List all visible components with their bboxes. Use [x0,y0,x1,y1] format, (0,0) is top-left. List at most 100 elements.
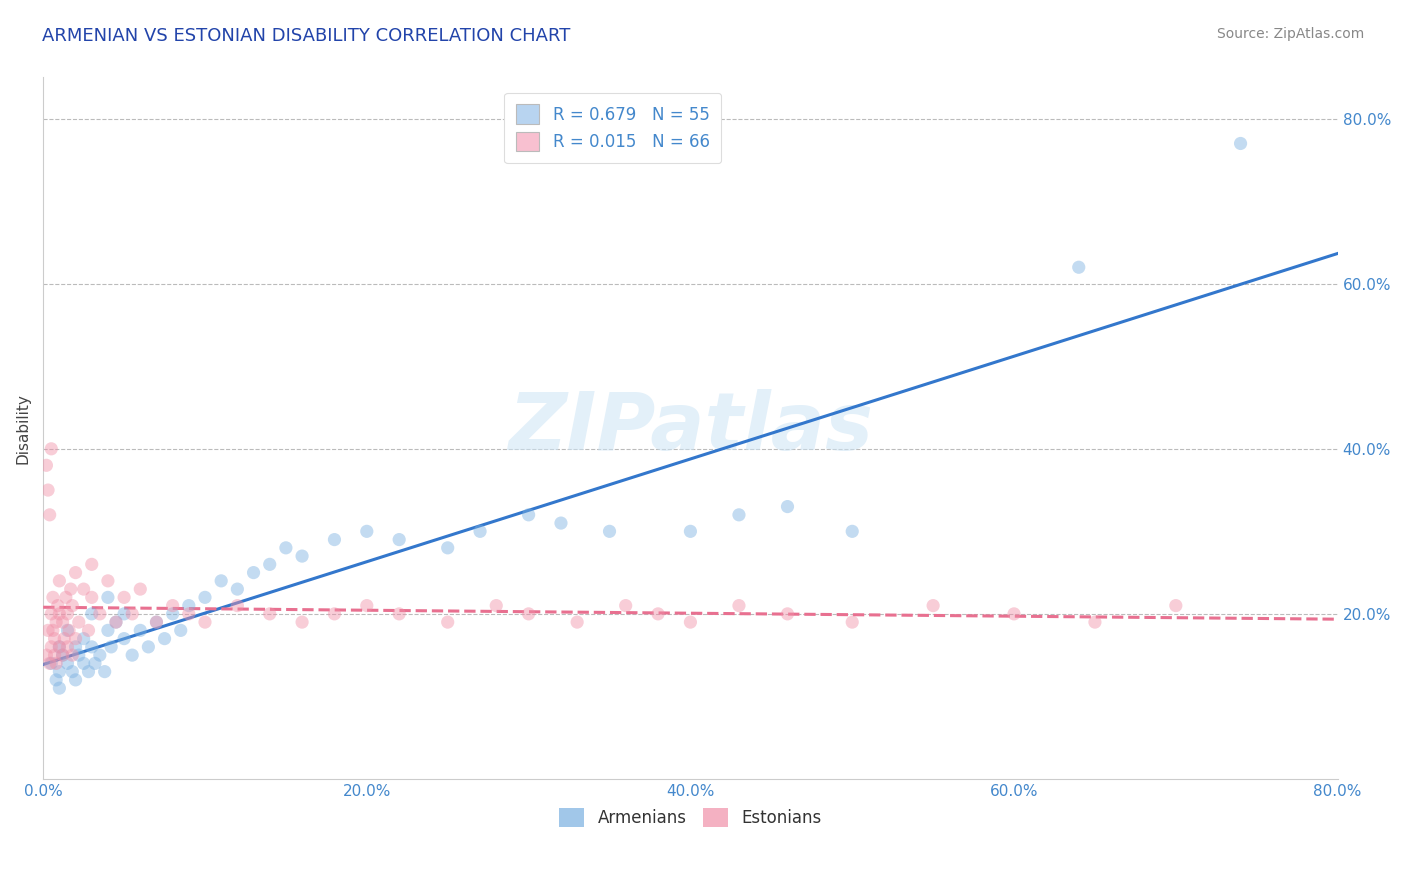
Point [52,615,75,629]
Point [67,648,90,662]
Point [162,599,184,613]
Point [59,582,82,596]
Point [60,648,83,662]
Point [72,657,94,671]
Point [105,615,128,629]
Point [53,632,76,646]
Point [194,615,217,629]
Point [112,591,135,605]
Point [170,624,193,638]
Point [177,607,200,621]
Point [259,558,281,572]
Point [48,607,70,621]
Point [177,599,200,613]
Point [485,599,508,613]
Point [121,648,143,662]
Point [565,615,588,629]
Point [517,607,540,621]
Point [259,607,281,621]
Point [129,624,152,638]
Point [121,607,143,621]
Point [517,508,540,522]
Point [841,524,863,539]
Point [65,566,87,580]
Point [35,458,58,473]
Point [841,615,863,629]
Point [77,624,100,638]
Point [72,582,94,596]
Point [60,665,83,679]
Legend: Armenians, Estonians: Armenians, Estonians [553,802,828,834]
Point [679,524,702,539]
Point [1067,260,1090,275]
Point [80,640,103,654]
Point [37,624,59,638]
Point [226,599,249,613]
Point [436,615,458,629]
Point [323,607,346,621]
Point [138,640,160,654]
Point [1164,599,1187,613]
Point [97,574,120,588]
Point [48,574,70,588]
Point [80,591,103,605]
Point [776,607,799,621]
Point [291,615,314,629]
Point [45,657,67,671]
Point [1002,607,1025,621]
Point [728,508,751,522]
Point [356,599,378,613]
Point [46,599,69,613]
Point [468,524,491,539]
Point [52,648,75,662]
Point [162,607,184,621]
Point [436,541,458,555]
Point [39,657,62,671]
Point [356,524,378,539]
Point [145,615,167,629]
Point [72,632,94,646]
Point [44,632,66,646]
Point [56,624,79,638]
Point [44,648,66,662]
Point [45,615,67,629]
Point [56,657,79,671]
Point [105,615,128,629]
Point [48,640,70,654]
Point [60,599,83,613]
Point [39,640,62,654]
Point [100,640,122,654]
Point [58,624,80,638]
Point [242,566,264,580]
Point [226,582,249,596]
Text: Source: ZipAtlas.com: Source: ZipAtlas.com [1216,27,1364,41]
Point [56,607,79,621]
Point [291,549,314,563]
Point [209,574,232,588]
Point [80,607,103,621]
Point [112,632,135,646]
Point [647,607,669,621]
Text: ARMENIAN VS ESTONIAN DISABILITY CORRELATION CHART: ARMENIAN VS ESTONIAN DISABILITY CORRELAT… [42,27,571,45]
Point [93,665,115,679]
Point [1084,615,1107,629]
Point [38,657,60,671]
Point [35,648,58,662]
Point [39,442,62,456]
Y-axis label: Disability: Disability [15,392,30,464]
Point [274,541,297,555]
Point [37,483,59,497]
Point [1229,136,1251,151]
Point [77,665,100,679]
Point [112,607,135,621]
Point [145,615,167,629]
Point [65,640,87,654]
Point [89,648,111,662]
Point [48,640,70,654]
Point [45,673,67,687]
Point [97,591,120,605]
Point [67,615,90,629]
Point [80,558,103,572]
Text: ZIPatlas: ZIPatlas [508,389,873,467]
Point [48,665,70,679]
